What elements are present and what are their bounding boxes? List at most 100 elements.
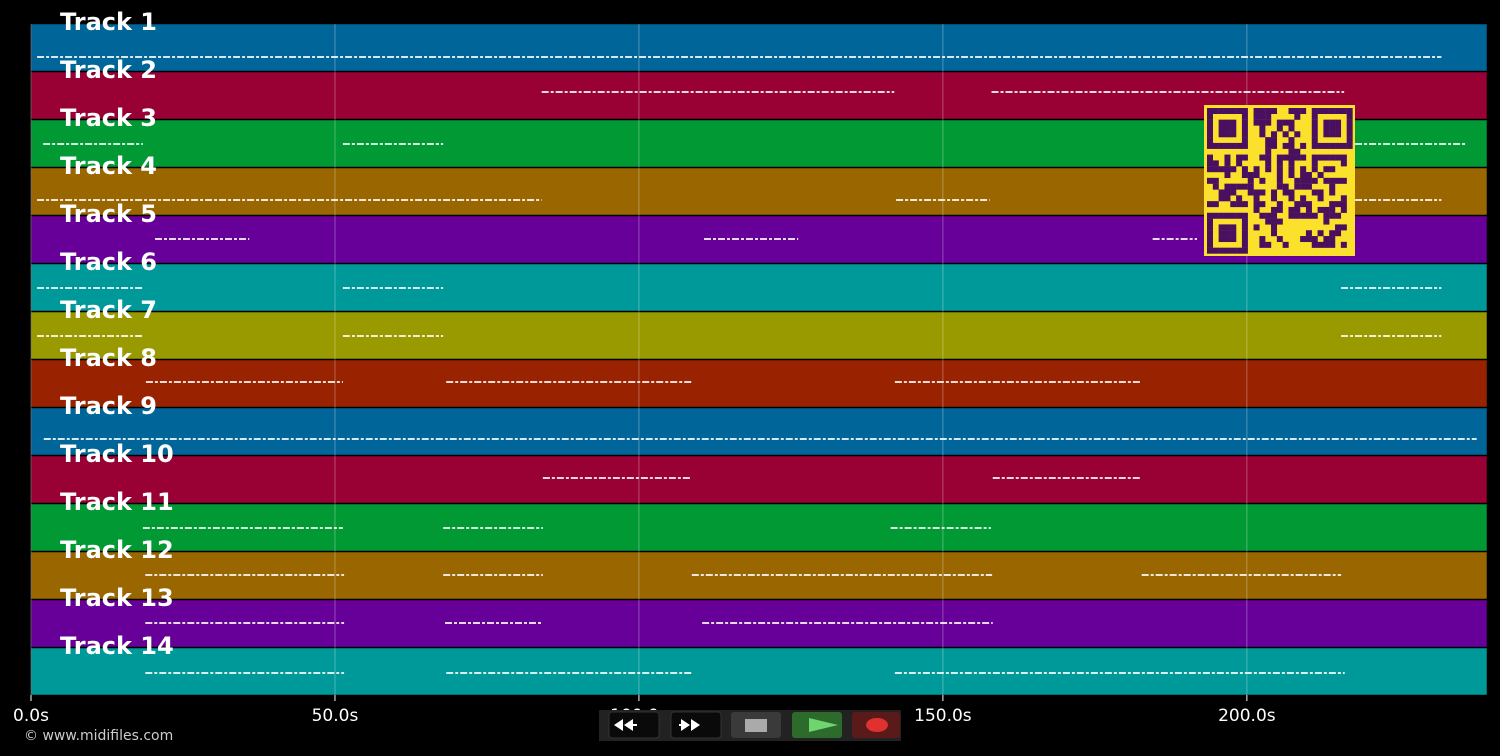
qr-module — [1224, 183, 1231, 190]
qr-module — [1253, 119, 1260, 126]
qr-module — [1305, 177, 1312, 184]
record-button[interactable] — [852, 712, 900, 738]
qr-module — [1224, 224, 1231, 231]
qr-module — [1288, 142, 1295, 149]
qr-module — [1224, 236, 1231, 243]
track-lane — [30, 407, 1488, 456]
qr-module — [1265, 160, 1272, 167]
qr-module — [1207, 218, 1213, 225]
qr-module — [1346, 125, 1353, 132]
track-lane — [30, 263, 1488, 312]
qr-module — [1218, 230, 1225, 237]
qr-module — [1259, 241, 1266, 248]
qr-module — [1346, 113, 1353, 120]
qr-module — [1340, 201, 1347, 208]
x-tick-label: 150.0s — [914, 706, 972, 726]
qr-module — [1335, 119, 1342, 126]
qr-module — [1212, 108, 1219, 114]
qr-module — [1265, 218, 1272, 225]
qr-module — [1271, 224, 1278, 231]
qr-module — [1288, 160, 1295, 167]
qr-module — [1311, 113, 1318, 120]
qr-module — [1224, 230, 1231, 237]
qr-module — [1335, 142, 1342, 149]
qr-module — [1329, 183, 1336, 190]
qr-module — [1294, 212, 1301, 219]
qr-module — [1335, 224, 1342, 231]
qr-module — [1241, 125, 1248, 132]
qr-module — [1241, 224, 1248, 231]
qr-module — [1241, 212, 1248, 219]
qr-module — [1230, 189, 1237, 196]
qr-module — [1329, 177, 1336, 184]
qr-module — [1259, 125, 1266, 132]
qr-module — [1271, 206, 1278, 213]
qr-module — [1288, 125, 1295, 132]
qr-module — [1224, 189, 1231, 196]
fast-forward-button[interactable] — [670, 711, 722, 739]
qr-module — [1218, 142, 1225, 149]
qr-module — [1259, 212, 1266, 219]
qr-module — [1230, 230, 1237, 237]
qr-module — [1276, 125, 1283, 132]
qr-module — [1282, 119, 1289, 126]
qr-module — [1294, 113, 1301, 120]
qr-module — [1230, 108, 1237, 114]
qr-module — [1241, 218, 1248, 225]
qr-module — [1329, 236, 1336, 243]
qr-module — [1253, 224, 1260, 231]
qr-module — [1265, 137, 1272, 144]
qr-module — [1224, 154, 1231, 161]
qr-module — [1212, 247, 1219, 254]
qr-module — [1311, 236, 1318, 243]
qr-module — [1288, 154, 1295, 161]
qr-module — [1259, 119, 1266, 126]
qr-module — [1340, 224, 1347, 231]
track-name: Track 14 — [60, 632, 174, 660]
x-tick-label: 0.0s — [13, 706, 49, 726]
qr-module — [1224, 247, 1231, 254]
qr-module — [1207, 125, 1213, 132]
qr-module — [1288, 108, 1295, 114]
qr-module — [1224, 119, 1231, 126]
qr-module — [1241, 131, 1248, 138]
qr-module — [1241, 201, 1248, 208]
qr-module — [1253, 201, 1260, 208]
track-name: Track 12 — [60, 536, 174, 564]
qr-module — [1259, 131, 1266, 138]
qr-module — [1218, 166, 1225, 173]
qr-module — [1276, 201, 1283, 208]
tracks — [30, 23, 1488, 696]
qr-module — [1300, 236, 1307, 243]
qr-module — [1323, 218, 1330, 225]
qr-module — [1329, 125, 1336, 132]
qr-module — [1207, 142, 1213, 149]
qr-module — [1265, 154, 1272, 161]
qr-module — [1207, 131, 1213, 138]
qr-module — [1207, 212, 1213, 219]
qr-module — [1305, 172, 1312, 179]
qr-module — [1294, 154, 1301, 161]
qr-module — [1317, 154, 1324, 161]
qr-module — [1340, 160, 1347, 167]
stop-button[interactable] — [731, 712, 781, 738]
play-button[interactable] — [792, 712, 842, 738]
rewind-button[interactable] — [608, 711, 660, 739]
qr-module — [1311, 125, 1318, 132]
qr-module — [1335, 177, 1342, 184]
qr-module — [1288, 189, 1295, 196]
qr-module — [1329, 206, 1336, 213]
qr-module — [1230, 142, 1237, 149]
qr-module — [1288, 172, 1295, 179]
qr-module — [1207, 160, 1213, 167]
qr-module — [1224, 142, 1231, 149]
qr-module — [1241, 137, 1248, 144]
qr-module — [1346, 119, 1353, 126]
qr-module — [1207, 201, 1213, 208]
qr-module — [1282, 241, 1289, 248]
qr-module — [1271, 137, 1278, 144]
track-name: Track 5 — [60, 200, 157, 228]
qr-module — [1323, 212, 1330, 219]
